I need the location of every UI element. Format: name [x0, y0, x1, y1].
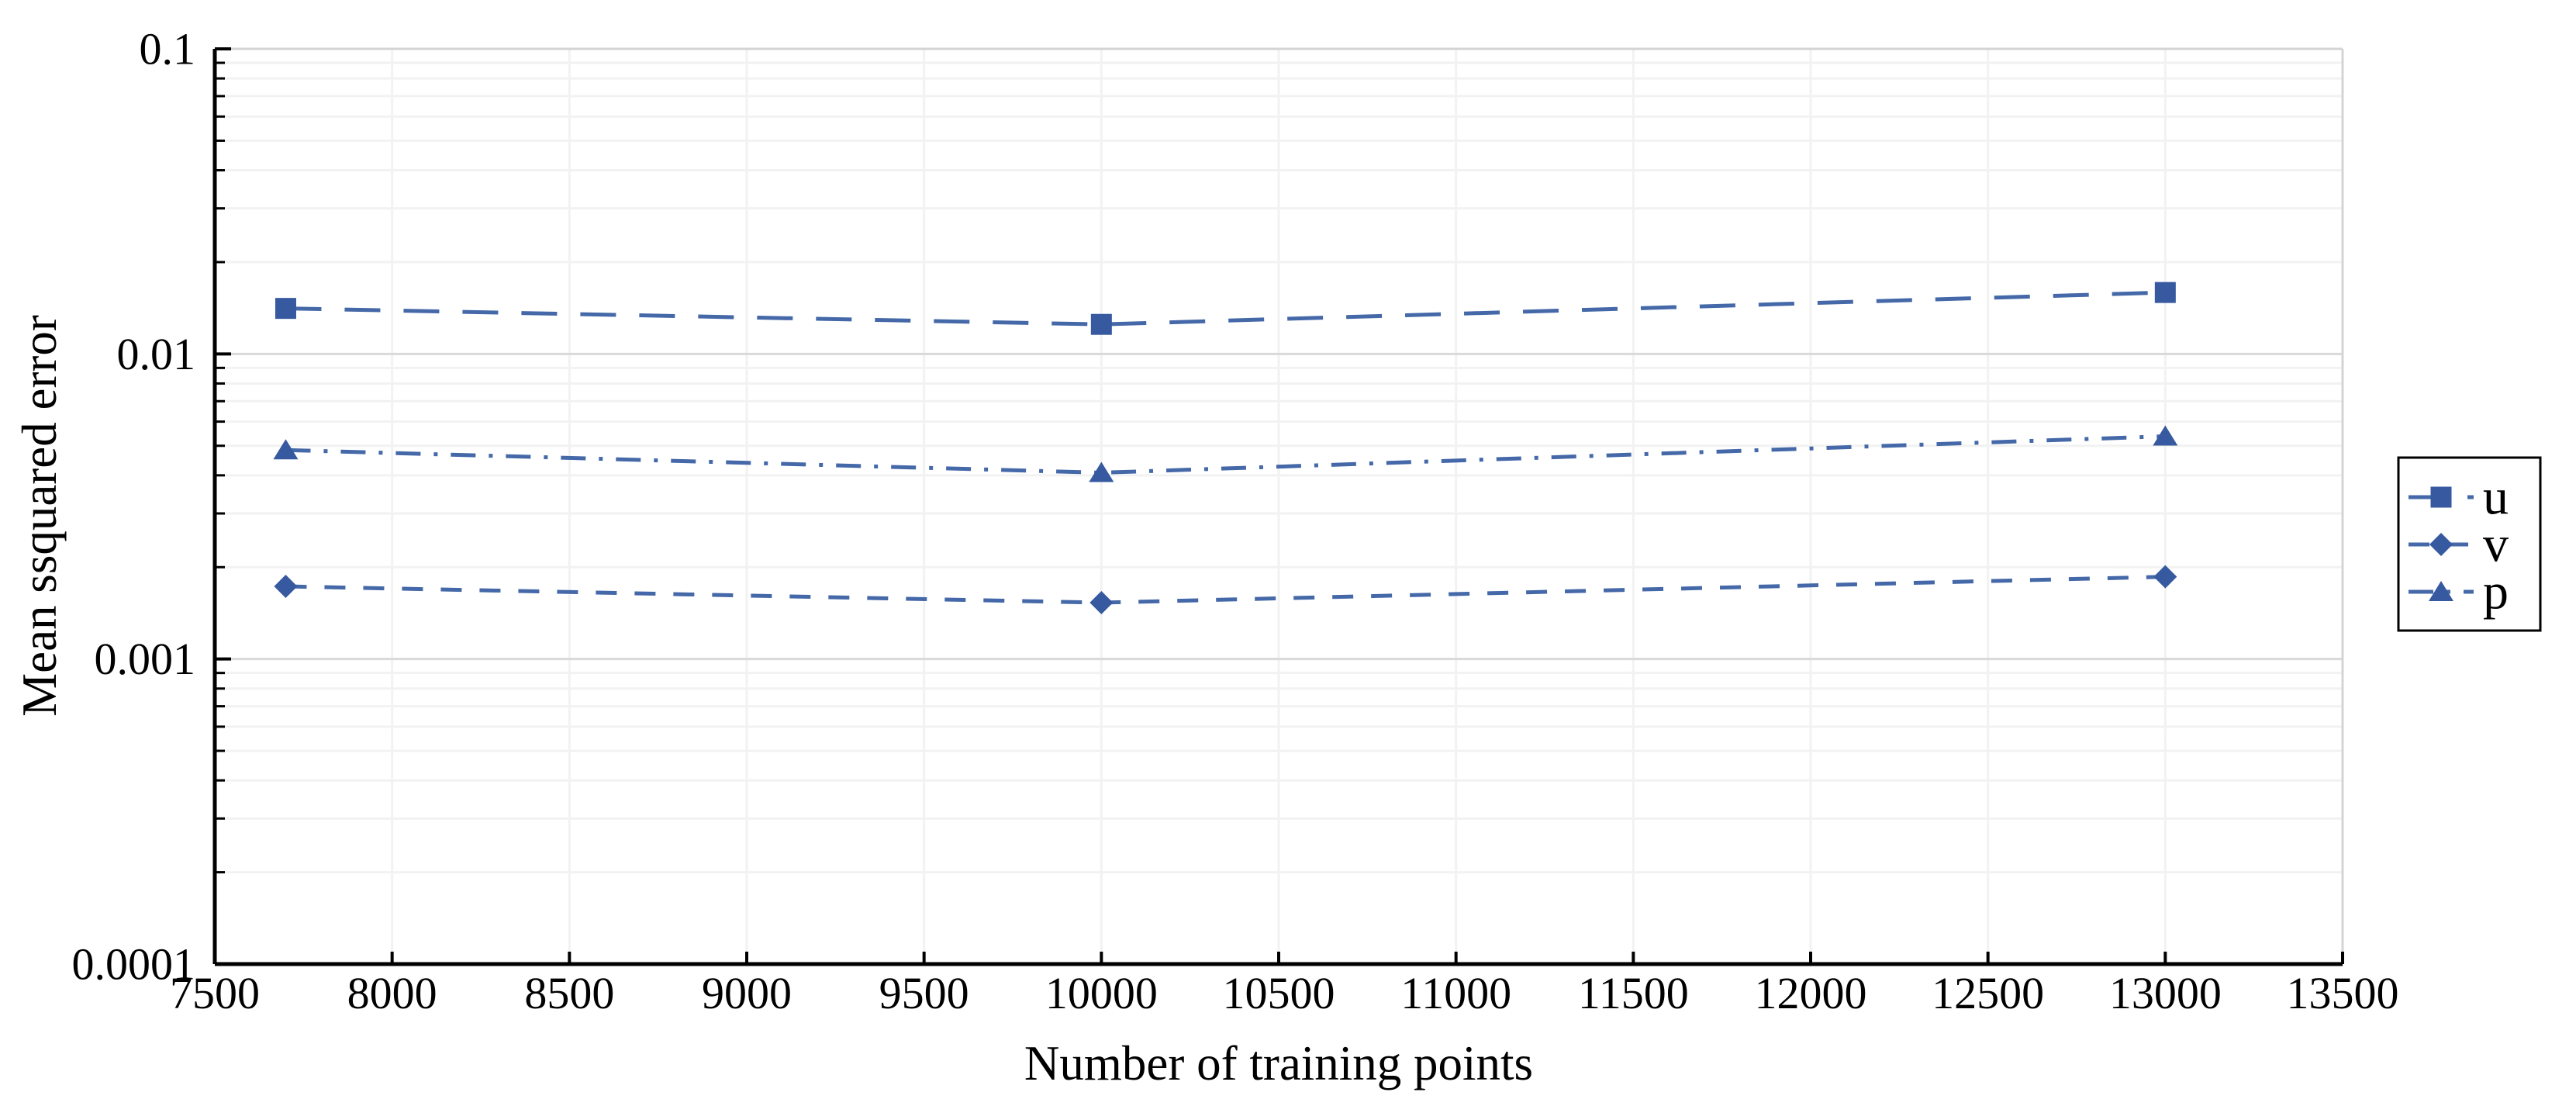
series-p-line [285, 434, 2166, 475]
y-axis-title: Mean ssquared error [12, 315, 67, 717]
x-axis-title: Number of training points [1024, 1036, 1533, 1090]
x-tick-label: 8000 [347, 968, 437, 1018]
y-tick-label: 0.001 [95, 634, 196, 684]
series-p-marker [273, 439, 299, 460]
series-p-marker [2153, 425, 2178, 446]
legend-label-u: u [2483, 469, 2509, 526]
legend-marker-p [2429, 581, 2453, 601]
legend: uvp [2397, 456, 2542, 632]
x-tick-label: 11000 [1400, 968, 1511, 1018]
legend-label-v: v [2483, 517, 2509, 573]
series-u-marker [2154, 282, 2176, 303]
series-v-marker [274, 575, 298, 599]
axes-layer [212, 47, 2344, 966]
series-u-line [285, 290, 2166, 327]
x-tick-label: 10500 [1223, 968, 1335, 1018]
legend-label-p: p [2483, 564, 2509, 620]
x-tick-label: 13000 [2109, 968, 2222, 1018]
legend-marker-v [2429, 533, 2453, 556]
y-tick-label: 0.01 [117, 329, 196, 379]
x-tick-label: 8500 [524, 968, 614, 1018]
x-tick-label: 12000 [1755, 968, 1867, 1018]
y-tick-label: 0.1 [140, 24, 196, 74]
x-tick-label: 10000 [1045, 968, 1158, 1018]
x-tick-label: 12500 [1932, 968, 2044, 1018]
series-u-marker [275, 298, 296, 320]
series-v-line [285, 575, 2166, 605]
x-tick-label: 7500 [170, 968, 260, 1018]
series-v-marker [1089, 591, 1114, 615]
x-tick-label: 9000 [702, 968, 792, 1018]
series-layer [273, 282, 2178, 615]
series-p-marker [1089, 461, 1114, 482]
series-u-marker [1090, 313, 1112, 335]
grid-layer [215, 49, 2343, 964]
x-tick-label: 9500 [879, 968, 969, 1018]
legend-marker-u [2430, 486, 2452, 508]
x-tick-label: 11500 [1578, 968, 1689, 1018]
x-tick-label: 13500 [2287, 968, 2399, 1018]
series-v-marker [2153, 565, 2177, 589]
frame-layer [215, 47, 2344, 964]
y-tick-label: 0.0001 [72, 939, 196, 990]
